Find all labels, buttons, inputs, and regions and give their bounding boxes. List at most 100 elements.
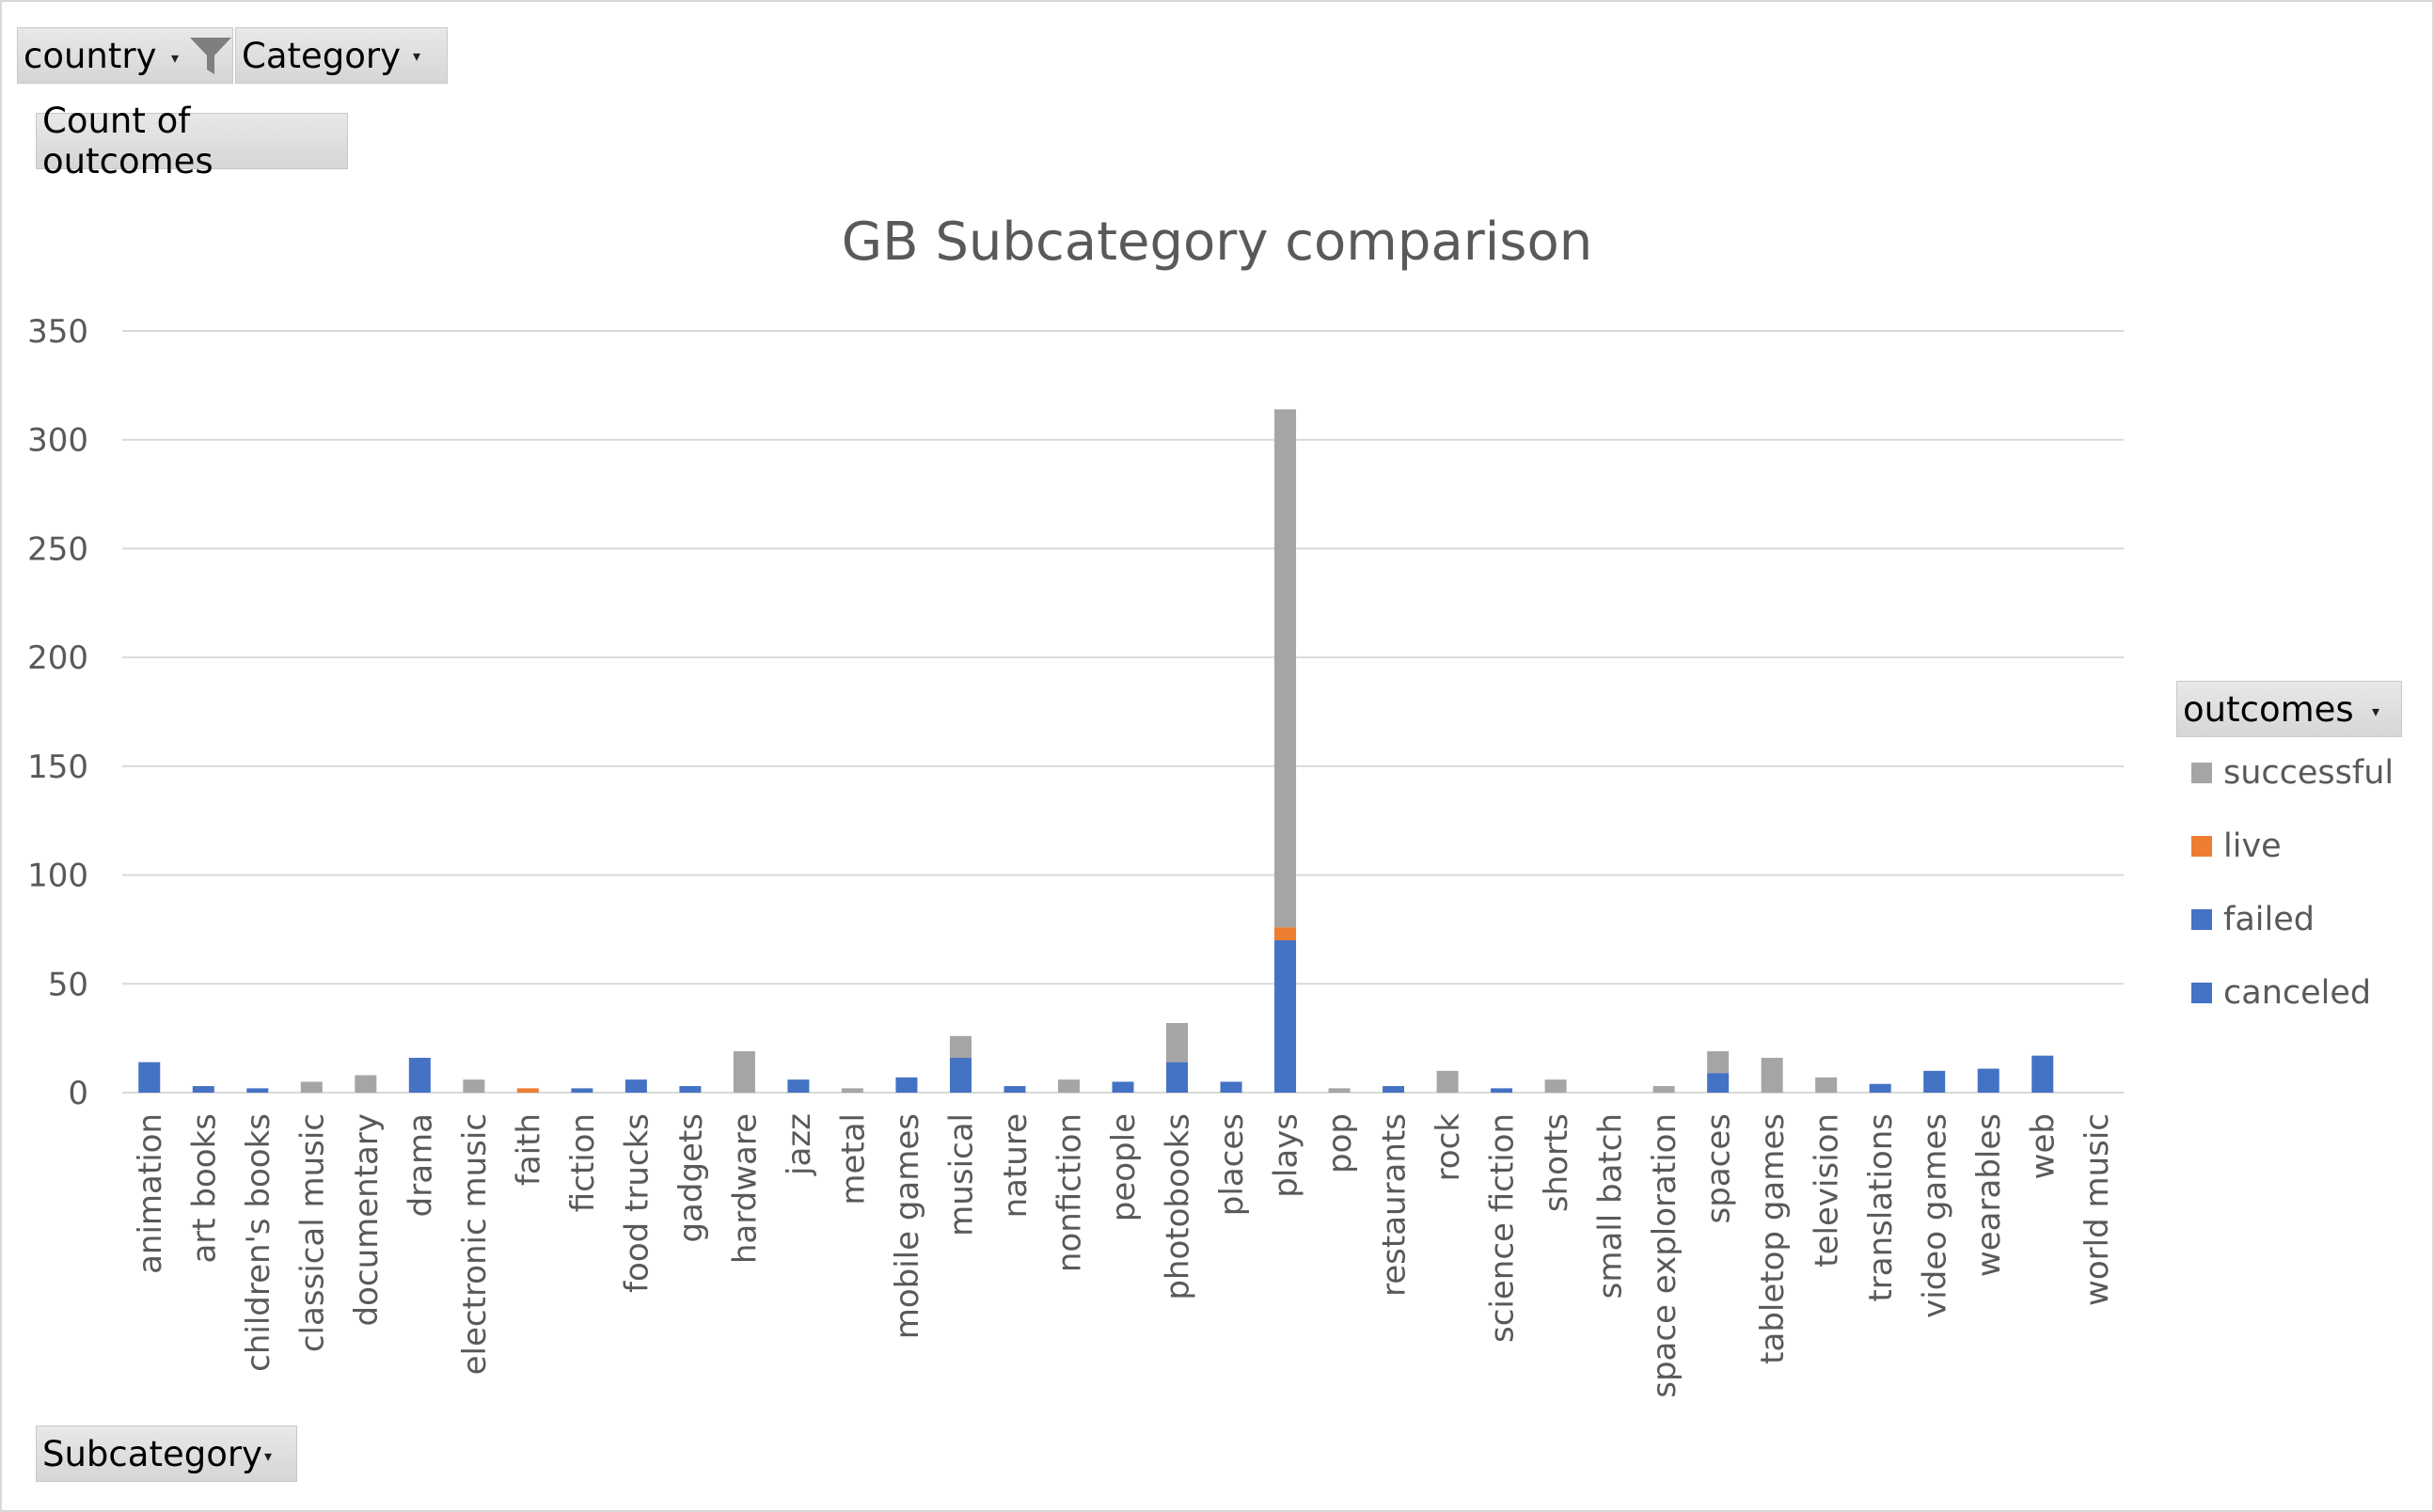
bar-canceled: [787, 1079, 810, 1093]
x-tick-label: translations: [1862, 1113, 1900, 1302]
bar-live: [1274, 927, 1297, 940]
bar-canceled: [571, 1088, 593, 1093]
values-field-label: Count of outcomes: [42, 101, 213, 181]
legend-swatch-failed: [2191, 909, 2212, 930]
x-tick-label: shorts: [1538, 1113, 1575, 1212]
x-tick-label: documentary: [348, 1113, 386, 1326]
x-tick-label: plays: [1268, 1113, 1305, 1198]
x-tick-label: musical: [942, 1113, 980, 1236]
bar-canceled: [1869, 1083, 1891, 1093]
y-tick-label: 200: [27, 639, 88, 677]
y-tick-label: 300: [27, 422, 88, 460]
bar-canceled: [1707, 1073, 1730, 1093]
x-tick-label: world music: [2078, 1113, 2116, 1306]
legend-item-live: live: [2191, 827, 2282, 865]
country-filter-label: country: [24, 35, 157, 76]
bar-canceled: [1274, 940, 1297, 1093]
bar-canceled: [895, 1077, 918, 1093]
bar-successful: [1274, 409, 1297, 928]
chart-title: GB Subcategory comparison: [842, 212, 1592, 273]
outcomes-legend-label: outcomes: [2183, 688, 2354, 730]
y-tick-label: 150: [27, 748, 88, 786]
x-tick-label: tabletop games: [1754, 1113, 1792, 1364]
bar-successful: [841, 1088, 863, 1093]
x-tick-label: hardware: [726, 1113, 764, 1264]
bar-successful: [1815, 1077, 1838, 1093]
bar-successful: [300, 1081, 323, 1093]
bar-successful: [1544, 1079, 1567, 1093]
bar-canceled: [624, 1079, 647, 1093]
bar-canceled: [949, 1057, 972, 1093]
x-tick-label: restaurants: [1376, 1113, 1414, 1297]
dropdown-arrow-icon: ▾: [2372, 702, 2380, 720]
legend-swatch-live: [2191, 836, 2212, 857]
bar-successful: [949, 1035, 972, 1058]
y-tick-label: 0: [68, 1075, 88, 1112]
x-tick-label: people: [1105, 1113, 1143, 1221]
bar-canceled: [138, 1062, 161, 1093]
bar-canceled: [1977, 1068, 1999, 1093]
legend-label-successful: successful: [2223, 754, 2394, 792]
x-tick-label: web: [2025, 1113, 2063, 1179]
y-tick-label: 350: [27, 313, 88, 351]
legend-label-failed: failed: [2223, 901, 2315, 938]
x-tick-label: faith: [510, 1113, 547, 1186]
bar-canceled: [1166, 1062, 1189, 1093]
x-tick-label: food trucks: [618, 1113, 656, 1293]
bar-canceled: [1491, 1088, 1513, 1093]
x-tick-label: rock: [1430, 1113, 1467, 1182]
bar-successful: [1707, 1051, 1730, 1074]
category-filter-button[interactable]: Category ▾: [235, 27, 448, 84]
bar-canceled: [2031, 1055, 2054, 1093]
legend-item-canceled: canceled: [2191, 974, 2371, 1012]
x-tick-label: pop: [1321, 1113, 1359, 1173]
dropdown-arrow-icon: ▾: [171, 49, 180, 67]
bar-successful: [1328, 1088, 1351, 1093]
x-tick-label: video games: [1917, 1113, 1954, 1318]
x-tick-label: mobile games: [889, 1113, 926, 1339]
bar-canceled: [246, 1088, 269, 1093]
category-filter-label: Category: [242, 35, 402, 76]
bar-canceled: [192, 1086, 214, 1093]
subcategory-axis-label: Subcategory: [42, 1433, 262, 1474]
x-tick-label: gadgets: [672, 1113, 710, 1243]
y-tick-label: 100: [27, 858, 88, 895]
bar-canceled: [1004, 1086, 1026, 1093]
dropdown-arrow-icon: ▾: [413, 47, 421, 65]
legend-item-successful: successful: [2191, 754, 2394, 792]
y-tick-label: 250: [27, 530, 88, 568]
x-tick-label: jazz: [781, 1113, 818, 1176]
legend-item-failed: failed: [2191, 901, 2315, 938]
bar-successful: [1436, 1070, 1459, 1093]
bar-successful: [733, 1051, 755, 1093]
bar-successful: [1166, 1022, 1189, 1063]
bar-successful: [463, 1079, 485, 1093]
bar-canceled: [679, 1086, 702, 1093]
bar-canceled: [408, 1057, 431, 1093]
x-tick-label: drama: [402, 1113, 439, 1217]
bar-live: [516, 1088, 539, 1093]
legend-swatch-successful: [2191, 763, 2212, 783]
bar-successful: [1761, 1057, 1783, 1093]
bar-canceled: [1923, 1070, 1946, 1093]
country-filter-button[interactable]: country ▾: [17, 27, 233, 84]
x-tick-label: nature: [997, 1113, 1035, 1218]
values-field-button[interactable]: Count of outcomes: [36, 101, 348, 181]
legend-label-canceled: canceled: [2223, 974, 2372, 1012]
x-tick-label: metal: [834, 1113, 872, 1205]
outcomes-legend-button[interactable]: outcomes ▾: [2176, 681, 2402, 737]
y-tick-label: 50: [48, 966, 88, 1003]
dropdown-arrow-icon: ▾: [264, 1447, 273, 1465]
x-tick-label: television: [1809, 1113, 1846, 1268]
subcategory-axis-button[interactable]: Subcategory ▾: [36, 1425, 297, 1482]
x-tick-label: wearables: [1970, 1113, 2008, 1277]
x-tick-label: small batch: [1592, 1113, 1630, 1299]
legend-label-live: live: [2223, 827, 2282, 865]
x-tick-label: photobooks: [1160, 1113, 1197, 1300]
bar-successful: [1057, 1079, 1080, 1093]
x-tick-label: places: [1213, 1113, 1251, 1216]
x-tick-label: art books: [185, 1113, 223, 1264]
bar-successful: [1652, 1086, 1675, 1093]
x-tick-label: animation: [132, 1113, 169, 1274]
